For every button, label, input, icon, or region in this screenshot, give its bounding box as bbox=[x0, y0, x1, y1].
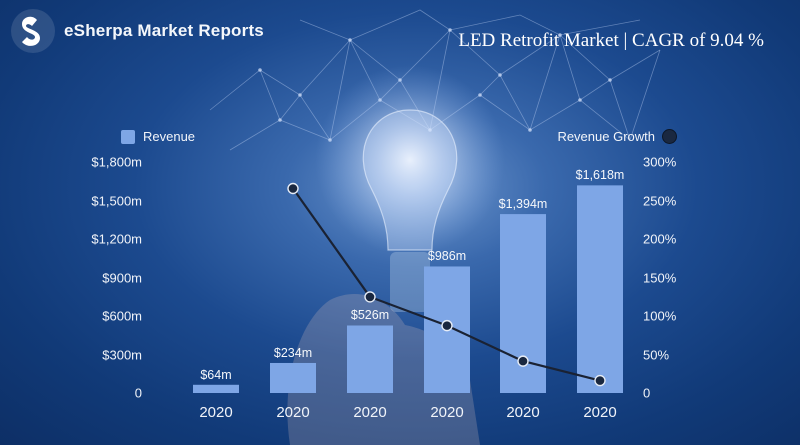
legend-label-growth: Revenue Growth bbox=[557, 129, 655, 144]
y-axis-left-tick: $1,500m bbox=[91, 193, 142, 208]
y-axis-right-tick: 50% bbox=[643, 347, 670, 362]
x-axis-tick: 2020 bbox=[506, 404, 540, 421]
y-axis-right-tick: 100% bbox=[643, 308, 677, 324]
revenue-growth-point bbox=[287, 182, 299, 195]
revenue-data-label: $234m bbox=[273, 345, 313, 360]
y-axis-right-tick: 0 bbox=[643, 385, 651, 401]
y-axis-left-tick: $900m bbox=[102, 270, 142, 285]
lightbulb-icon bbox=[362, 109, 458, 251]
y-axis-right-tick: 200% bbox=[643, 231, 677, 247]
revenue-growth-point bbox=[517, 355, 529, 367]
revenue-data-label: $986m bbox=[427, 249, 467, 264]
legend-marker-growth bbox=[662, 129, 677, 144]
legend-revenue-growth: Revenue Growth bbox=[557, 129, 677, 144]
x-axis-tick: 2020 bbox=[583, 404, 617, 421]
revenue-bar bbox=[347, 325, 393, 393]
y-axis-left-tick: $600m bbox=[102, 308, 142, 324]
revenue-bar bbox=[193, 384, 239, 393]
x-axis-tick: 2020 bbox=[199, 404, 233, 421]
y-axis-left-tick: $1,200m bbox=[91, 231, 142, 247]
revenue-data-label: $64m bbox=[200, 367, 232, 382]
revenue-data-label: $1,618m bbox=[575, 168, 625, 183]
x-axis-tick: 2020 bbox=[353, 404, 387, 421]
brand-name: eSherpa Market Reports bbox=[64, 21, 264, 40]
page-title: LED Retrofit Market | CAGR of 9.04 % bbox=[458, 30, 764, 51]
revenue-growth-point bbox=[441, 319, 453, 332]
y-axis-left-tick: $1,800m bbox=[91, 154, 142, 170]
revenue-data-label: $1,394m bbox=[498, 197, 548, 212]
x-axis-tick: 2020 bbox=[430, 404, 464, 421]
lightbulb-base bbox=[390, 252, 430, 312]
revenue-bar bbox=[270, 362, 316, 393]
esherpa-logo-icon bbox=[11, 9, 55, 53]
y-axis-left-tick: $300m bbox=[102, 347, 142, 362]
brand-logo: eSherpa Market Reports bbox=[10, 8, 264, 54]
revenue-data-label: $526m bbox=[350, 308, 390, 323]
bulb-glow bbox=[315, 65, 505, 255]
legend-revenue: Revenue bbox=[121, 129, 195, 144]
legend-swatch-revenue bbox=[121, 129, 135, 144]
y-axis-right-tick: 300% bbox=[643, 154, 677, 170]
revenue-bar bbox=[577, 185, 623, 393]
legend-label-revenue: Revenue bbox=[143, 129, 196, 144]
y-axis-right-tick: 150% bbox=[643, 270, 677, 285]
x-axis-tick: 2020 bbox=[276, 404, 310, 421]
y-axis-left-tick: 0 bbox=[134, 385, 142, 401]
revenue-growth-point bbox=[594, 374, 606, 387]
revenue-growth-point bbox=[364, 291, 376, 303]
y-axis-right-tick: 250% bbox=[643, 193, 677, 208]
